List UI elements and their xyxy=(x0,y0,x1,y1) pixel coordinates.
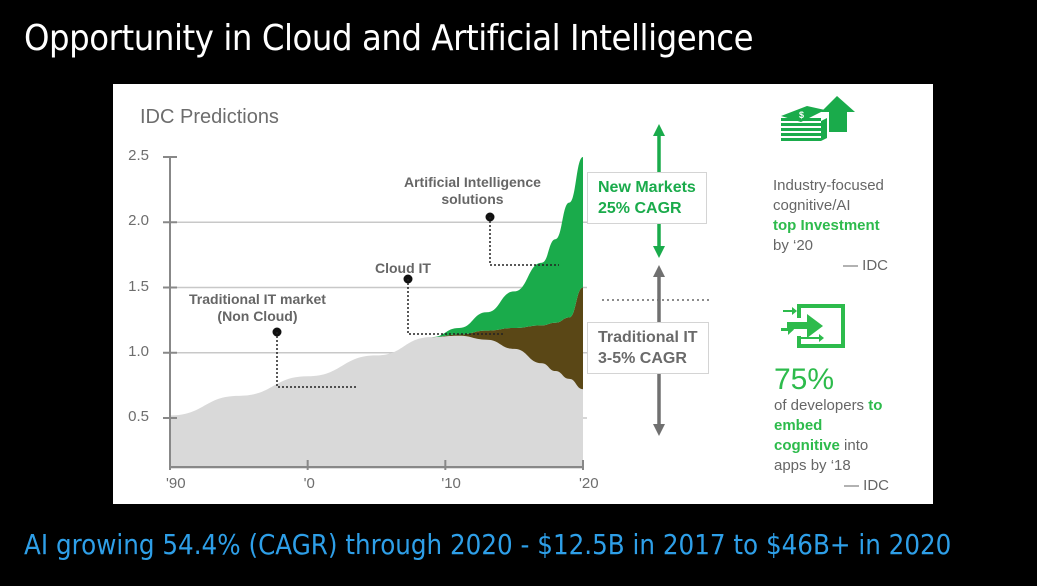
ai-solutions-leader xyxy=(489,217,559,266)
new-markets-up-arrow-head xyxy=(653,124,665,136)
developers-percent: 75% xyxy=(774,363,835,396)
investment-callout: Industry-focused cognitive/AI top Invest… xyxy=(773,177,888,274)
y-tick-label: 2.5 xyxy=(128,147,149,164)
annotation-traditional-it: Traditional IT market (Non Cloud) xyxy=(189,291,326,324)
traditional-down-arrow-head xyxy=(653,424,665,436)
x-tick-label: '0 xyxy=(303,475,315,492)
y-tick-label: 2.0 xyxy=(128,212,149,230)
chart-title: IDC Predictions xyxy=(140,106,279,128)
new-markets-cagr-box: New Markets 25% CAGR xyxy=(587,172,707,224)
y-tick-label: 1.5 xyxy=(128,277,149,295)
svg-text:$: $ xyxy=(799,110,804,120)
embed-arrows-icon xyxy=(781,304,845,348)
traditional-it-leader xyxy=(276,332,358,388)
money-stack-up-arrow-icon: $ xyxy=(781,96,855,141)
chart-canvas xyxy=(163,124,710,470)
x-tick-label: '20 xyxy=(579,475,599,492)
traditional-it-cagr-box: Traditional IT 3-5% CAGR xyxy=(587,322,709,374)
developers-callout: 75% of developers to embed cognitive int… xyxy=(774,363,889,495)
x-tick-label: '10 xyxy=(441,475,461,492)
y-tick-label: 0.5 xyxy=(128,408,149,425)
annotation-cloud-it: Cloud IT xyxy=(375,260,431,276)
footer-statement: AI growing 54.4% (CAGR) through 2020 - $… xyxy=(24,528,952,561)
slide-title: Opportunity in Cloud and Artificial Inte… xyxy=(24,18,754,59)
y-tick-label: 1.0 xyxy=(128,342,149,360)
x-tick-label: '90 xyxy=(166,475,186,492)
area-traditional-it-market-non-cloud xyxy=(170,335,583,469)
traditional-up-arrow-head xyxy=(653,265,665,277)
new-markets-down-arrow-head xyxy=(653,246,665,258)
annotation-ai-solutions: Artificial Intelligence solutions xyxy=(404,174,541,207)
chart-panel: IDC Predictions 0.5 1.0 1.5 2.0 2.5 '90 '0 '10… xyxy=(113,84,933,504)
